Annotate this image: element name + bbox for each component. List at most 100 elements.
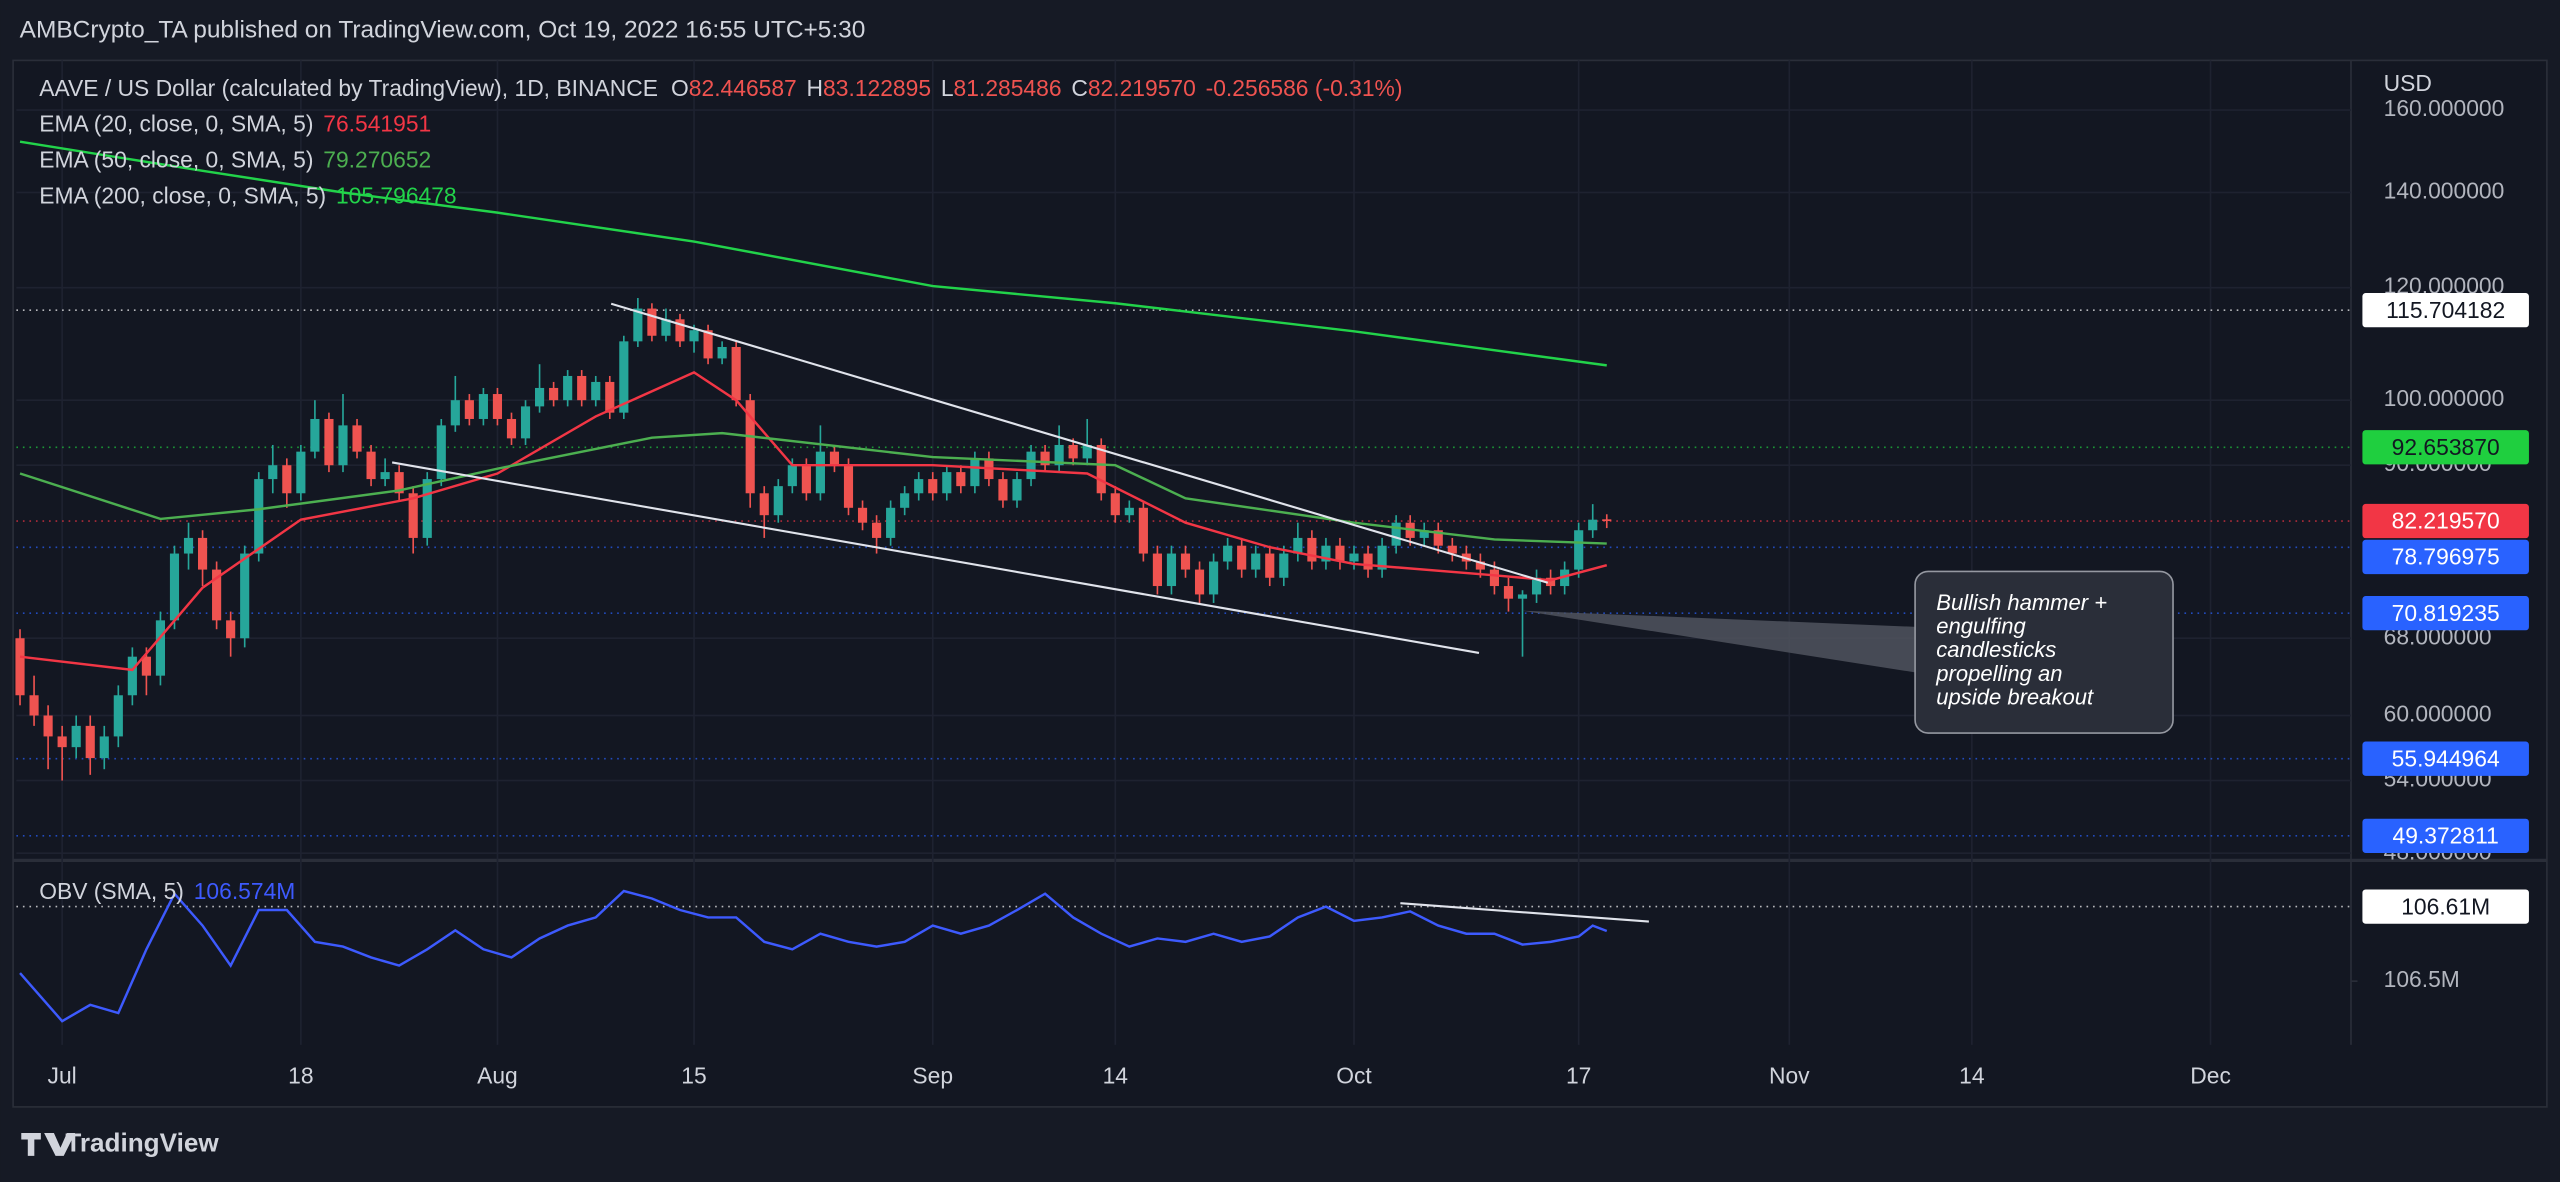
candle-body [1026,451,1036,480]
candle-body [717,346,727,359]
candle-body [1447,545,1457,554]
ohlc-key: L [941,75,954,101]
candle-body [843,465,854,508]
candle-body [1293,537,1303,554]
candle-body [43,715,53,737]
candle-body [1012,479,1022,501]
candle-body [829,451,840,466]
x-tick-label: Jul [48,1063,77,1089]
candle-body [464,400,474,419]
trendline [610,302,1549,584]
ohlc-value: 82.219570 [1088,75,1196,101]
candle-body [310,418,320,452]
candle-body [506,418,517,439]
candle-body [71,725,81,748]
candle-body [268,465,278,480]
indicator-lines [19,140,1608,1023]
brand: TradingView [65,1127,219,1157]
annotation: Bullish hammer +engulfingcandlestickspro… [1521,570,2174,734]
candle-body [675,319,685,342]
candle-body [197,537,208,570]
candle-body [703,330,713,359]
candle-body [57,736,67,748]
candle-body [1602,519,1612,522]
candle-body [1588,519,1598,531]
candle-body [380,472,390,480]
level-label: 115.704182 [2386,297,2505,323]
candle-body [99,736,109,759]
candle-body [591,381,601,401]
ohlc-key: C [1071,75,1087,101]
candle-body [1265,553,1275,578]
candle-body [113,695,123,737]
indicator-legend: EMA (20, close, 0, SMA, 5) 76.541951 [39,111,431,137]
y-tick-label: 100.000000 [2384,385,2505,411]
y-tick-label: 160.000000 [2384,95,2505,121]
candle-body [408,493,418,538]
level-label: 49.372811 [2393,823,2499,849]
candle-body [436,425,446,480]
candle-body [478,394,488,419]
level-label-box [2362,818,2529,853]
candle-body [928,479,938,494]
candle-body [1152,553,1162,587]
obv-line [19,889,1608,1023]
candle-body [1180,553,1191,570]
x-tick-label: Sep [912,1063,953,1089]
candle-body [633,308,643,342]
indicator-name: OBV (SMA, 5) [39,878,184,904]
candle-body [1194,569,1205,595]
indicator-legend: OBV (SMA, 5) 106.574M [39,878,295,904]
annotation-box [1914,570,2174,734]
candle-body [127,656,137,696]
candle-body [1531,577,1542,595]
annotation-line: candlesticks [1936,637,2056,662]
trendlines [391,302,1649,923]
candle-body [15,638,25,696]
candle-body [240,553,250,639]
level-label-box [2362,430,2529,465]
candle-body [1124,507,1134,516]
candle-body [1096,444,1106,494]
x-tick-label: Dec [2190,1063,2231,1089]
indicator-value: 79.270652 [323,147,431,173]
candle-body [956,472,966,487]
candle-body [226,620,236,639]
ohlc-value: 83.122895 [823,75,931,101]
candle-body [801,465,811,494]
level-label: 92.653870 [2392,434,2500,460]
level-label: 82.219570 [2392,508,2500,534]
level-label: 55.944964 [2392,745,2500,771]
y-tick-label: 140.000000 [2384,178,2505,204]
indicator-name: EMA (20, close, 0, SMA, 5) [39,111,313,137]
level-label: 106.61M [2401,893,2490,919]
candle-body [1209,561,1219,595]
x-tick-label: 17 [1566,1063,1591,1089]
level-label: 78.796975 [2392,544,2500,570]
candle-body [970,458,980,487]
level-label-box [2362,503,2529,539]
level-label: 70.819235 [2392,600,2500,626]
candle-body [352,425,362,452]
level-label-box [2362,539,2529,575]
candle-body [1475,561,1485,570]
candle-body [900,493,910,508]
x-tick-label: 14 [1103,1063,1129,1089]
candle-body [296,451,306,494]
trendline [391,461,1480,654]
indicator-name: EMA (50, close, 0, SMA, 5) [39,147,313,173]
x-tick-label: Nov [1769,1063,1810,1089]
candle-body [1166,553,1177,587]
candle-body [1321,545,1331,562]
x-tick-label: 18 [288,1063,313,1089]
candle-body [563,375,573,401]
candle-body [155,620,166,676]
candle-body [29,695,39,716]
candle-body [535,387,545,407]
candle-body [731,346,741,401]
candle-body [942,472,952,494]
candle-body [492,394,503,419]
candle-body [422,479,432,538]
candle-body [773,486,783,516]
